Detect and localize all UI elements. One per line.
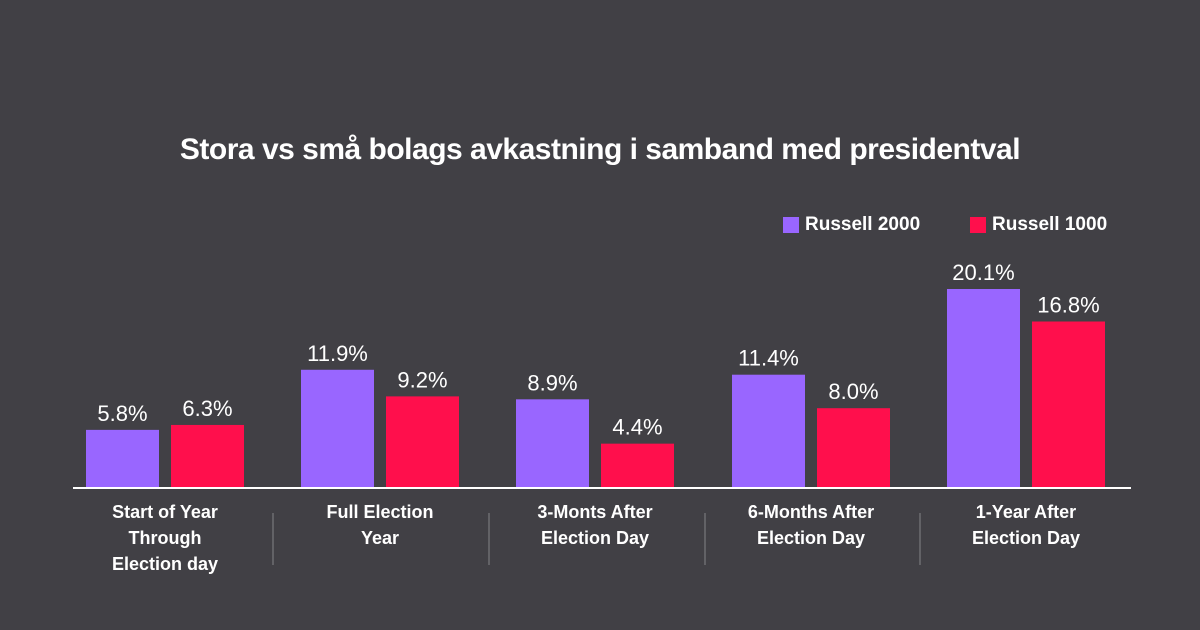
bar-russell-1000-2 bbox=[601, 443, 674, 487]
data-label-russell-2000-3: 11.4% bbox=[738, 346, 799, 371]
data-label-russell-2000-2: 8.9% bbox=[527, 370, 577, 395]
x-tick-label-line: Year bbox=[360, 528, 400, 548]
x-tick-label-4: 1-Year After Election Day bbox=[926, 499, 1126, 551]
legend-swatch-russell-2000 bbox=[783, 217, 799, 233]
data-label-russell-1000-4: 16.8% bbox=[1037, 293, 1099, 318]
data-label-russell-2000-4: 20.1% bbox=[952, 260, 1014, 285]
bar-russell-1000-0 bbox=[171, 424, 244, 487]
bar-russell-1000-3 bbox=[817, 408, 890, 487]
x-tick-label-line: Start of Year bbox=[112, 502, 218, 522]
data-label-russell-1000-1: 9.2% bbox=[397, 367, 447, 392]
x-tick-label-3: 6-Months After Election Day bbox=[711, 499, 911, 551]
data-label-russell-1000-2: 4.4% bbox=[612, 415, 662, 440]
legend-item-russell-2000: Russell 2000 bbox=[783, 214, 920, 236]
x-tick-label-1: Full Election Year bbox=[280, 499, 480, 551]
legend-item-russell-1000: Russell 1000 bbox=[970, 214, 1107, 236]
data-label-russell-1000-3: 8.0% bbox=[828, 379, 878, 404]
data-label-russell-1000-0: 6.3% bbox=[182, 396, 232, 421]
chart-title: Stora vs små bolags avkastning i samband… bbox=[179, 133, 1021, 166]
x-tick-label-line: 3-Monts After bbox=[537, 502, 653, 522]
x-tick-label-line: Election Day bbox=[971, 528, 1081, 548]
bar-russell-2000-3 bbox=[732, 374, 805, 487]
bar-russell-2000-4 bbox=[947, 289, 1020, 487]
legend-label-russell-2000: Russell 2000 bbox=[805, 214, 921, 235]
x-tick-label-0: Start of Year Through Election day bbox=[65, 499, 265, 577]
legend-swatch-russell-1000 bbox=[970, 217, 986, 233]
x-tick-label-line: Election Day bbox=[756, 528, 866, 548]
x-tick-label-line: Election Day bbox=[540, 528, 650, 548]
bar-russell-1000-4 bbox=[1032, 321, 1105, 487]
bar-russell-1000-1 bbox=[386, 396, 459, 487]
x-tick-label-line: 1-Year After bbox=[975, 502, 1077, 522]
data-label-russell-2000-1: 11.9% bbox=[307, 341, 368, 366]
x-tick-label-2: 3-Monts After Election Day bbox=[495, 499, 695, 551]
x-tick-label-line: Through bbox=[128, 528, 202, 548]
data-label-russell-2000-0: 5.8% bbox=[97, 401, 147, 426]
legend-label-russell-1000: Russell 1000 bbox=[992, 214, 1108, 235]
x-tick-label-line: Election day bbox=[111, 554, 219, 574]
x-tick-label-line: 6-Months After bbox=[747, 502, 875, 522]
bar-russell-2000-0 bbox=[86, 429, 159, 487]
bar-russell-2000-2 bbox=[516, 399, 589, 487]
bar-russell-2000-1 bbox=[301, 369, 374, 487]
x-tick-label-line: Full Election bbox=[326, 502, 434, 522]
